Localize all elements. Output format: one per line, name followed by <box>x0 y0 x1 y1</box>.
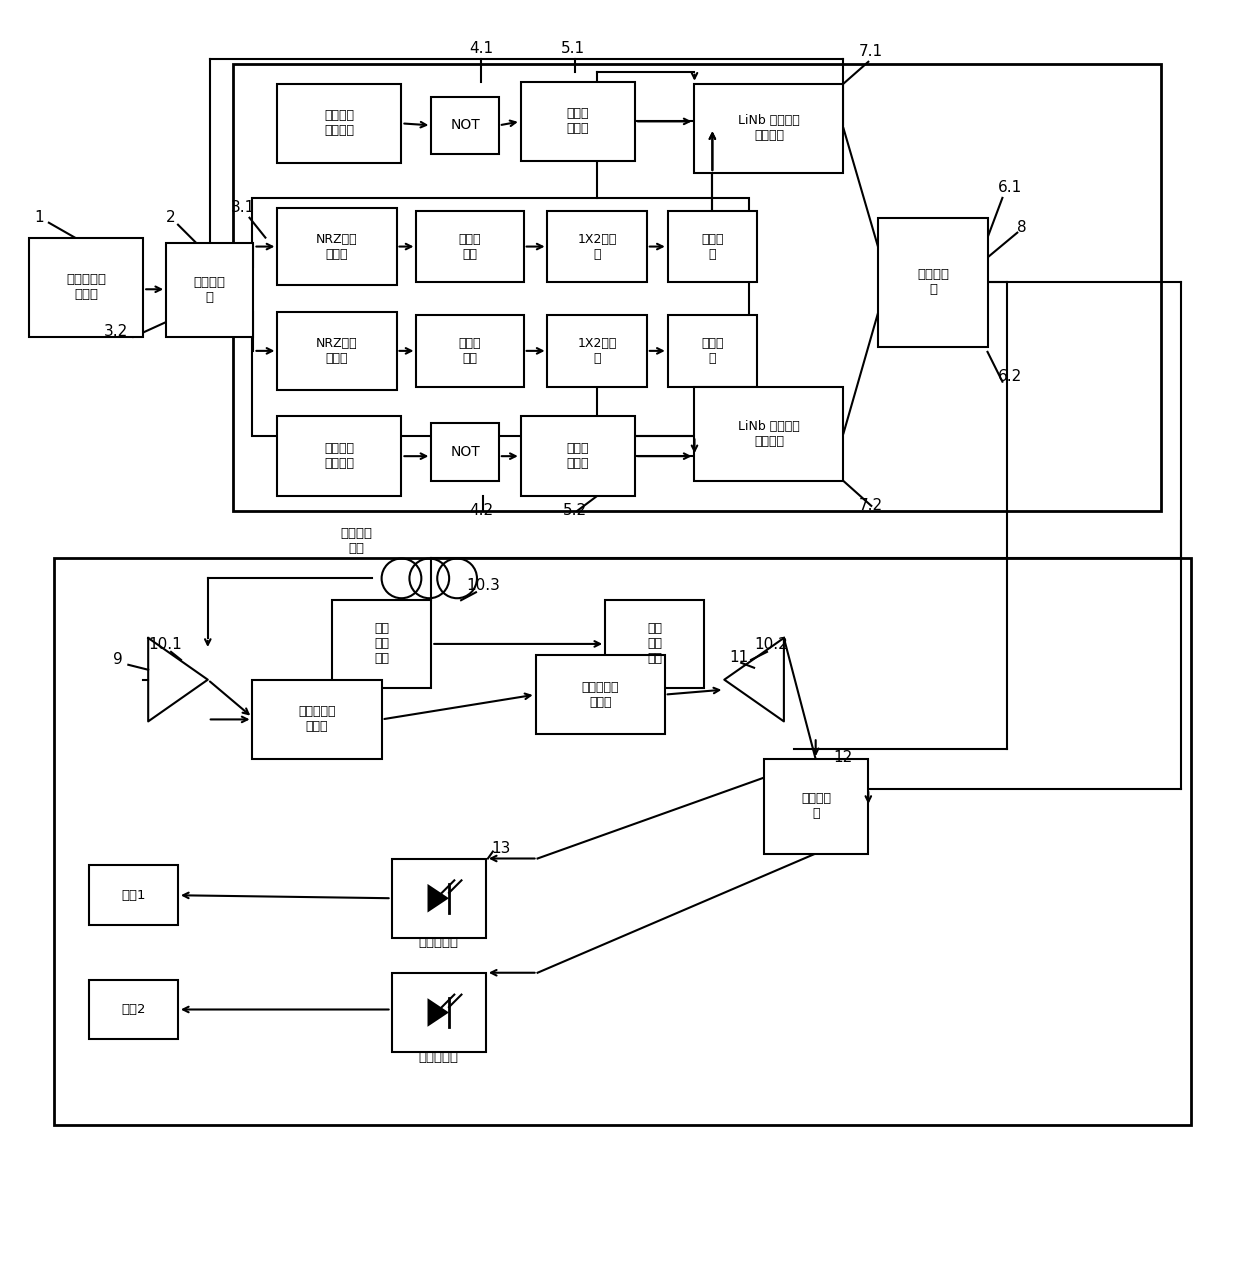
Text: 5.1: 5.1 <box>560 42 584 57</box>
Text: 数据1: 数据1 <box>122 889 145 902</box>
Text: 光电探测器: 光电探测器 <box>418 1051 459 1064</box>
Text: 3.2: 3.2 <box>103 325 128 339</box>
Bar <box>278 312 397 390</box>
Text: 低通滤
波器: 低通滤 波器 <box>459 233 481 261</box>
Text: 偏振合束
器: 偏振合束 器 <box>916 268 949 296</box>
Text: 偏振分束
器: 偏振分束 器 <box>193 276 226 304</box>
Text: 激光信号接
收装置: 激光信号接 收装置 <box>582 681 619 708</box>
Bar <box>53 558 1192 1125</box>
Text: 1X2分路
器: 1X2分路 器 <box>578 336 616 364</box>
Text: 标准单模
光纤: 标准单模 光纤 <box>341 526 373 554</box>
Text: 7.1: 7.1 <box>858 44 883 59</box>
Text: 6.2: 6.2 <box>997 369 1022 385</box>
Text: 4.1: 4.1 <box>469 42 494 57</box>
Bar <box>764 759 868 854</box>
Text: NOT: NOT <box>450 445 480 459</box>
Bar <box>278 83 402 163</box>
Bar <box>432 96 498 154</box>
Text: 电放大
器: 电放大 器 <box>701 233 724 261</box>
Bar <box>536 655 665 734</box>
Bar <box>233 63 1162 511</box>
Text: 激光信号发
射装置: 激光信号发 射装置 <box>299 706 336 734</box>
Text: 7.2: 7.2 <box>858 498 883 514</box>
Bar <box>253 197 749 436</box>
Bar <box>432 424 498 481</box>
Text: 光电探测器: 光电探测器 <box>418 936 459 950</box>
Text: 二进制
预编码: 二进制 预编码 <box>567 443 589 471</box>
Text: NOT: NOT <box>450 119 480 133</box>
Text: 红外
校准
装置: 红外 校准 装置 <box>647 622 662 665</box>
Text: NRZ脉冲
发生器: NRZ脉冲 发生器 <box>316 336 357 364</box>
Text: 11: 11 <box>729 650 749 665</box>
Text: LiNb 马赫曾德
尔调制器: LiNb 马赫曾德 尔调制器 <box>738 114 800 143</box>
Polygon shape <box>428 998 449 1027</box>
Bar <box>392 859 486 937</box>
Bar <box>548 211 647 282</box>
Text: 6.1: 6.1 <box>997 181 1022 196</box>
Bar <box>878 218 987 347</box>
Bar <box>166 243 253 336</box>
Bar <box>417 211 523 282</box>
Text: 伪随机二
进制序列: 伪随机二 进制序列 <box>325 443 355 471</box>
Bar <box>694 83 843 173</box>
Text: 10.1: 10.1 <box>149 638 182 653</box>
Bar <box>667 315 758 387</box>
Text: 低通滤
波器: 低通滤 波器 <box>459 336 481 364</box>
Bar <box>694 387 843 481</box>
Text: 二进制
预编码: 二进制 预编码 <box>567 108 589 135</box>
Text: 9: 9 <box>113 653 123 668</box>
Text: NRZ脉冲
发生器: NRZ脉冲 发生器 <box>316 233 357 261</box>
Bar <box>521 416 635 496</box>
Text: 13: 13 <box>491 841 510 856</box>
Bar <box>332 600 432 688</box>
Text: 1X2分路
器: 1X2分路 器 <box>578 233 616 261</box>
Bar <box>278 416 402 496</box>
Bar <box>278 207 397 286</box>
Text: 数据2: 数据2 <box>122 1003 145 1016</box>
Bar <box>253 679 382 759</box>
Text: 伪随机二
进制序列: 伪随机二 进制序列 <box>325 109 355 138</box>
Text: 偏振分束
器: 偏振分束 器 <box>801 792 831 820</box>
Text: 12: 12 <box>833 750 853 764</box>
Text: 3.1: 3.1 <box>231 200 255 215</box>
Text: 2: 2 <box>166 210 176 225</box>
Text: 8: 8 <box>1017 220 1027 235</box>
Bar <box>88 865 179 925</box>
Bar <box>548 315 647 387</box>
Bar <box>667 211 758 282</box>
Text: 10.3: 10.3 <box>466 578 500 593</box>
Bar <box>605 600 704 688</box>
Bar <box>521 82 635 161</box>
Text: 4.2: 4.2 <box>469 503 494 519</box>
Bar <box>392 973 486 1052</box>
Bar <box>417 315 523 387</box>
Text: 电放大
器: 电放大 器 <box>701 336 724 364</box>
Bar <box>29 238 144 336</box>
Text: 10.2: 10.2 <box>754 638 787 653</box>
Text: 红外
校准
装置: 红外 校准 装置 <box>374 622 389 665</box>
Text: 1: 1 <box>33 210 43 225</box>
Text: LiNb 马赫曾德
尔调制器: LiNb 马赫曾德 尔调制器 <box>738 420 800 448</box>
Text: 分布反馈式
激光器: 分布反馈式 激光器 <box>66 273 107 301</box>
Bar <box>88 979 179 1040</box>
Text: 5.2: 5.2 <box>563 503 587 519</box>
Polygon shape <box>428 884 449 912</box>
